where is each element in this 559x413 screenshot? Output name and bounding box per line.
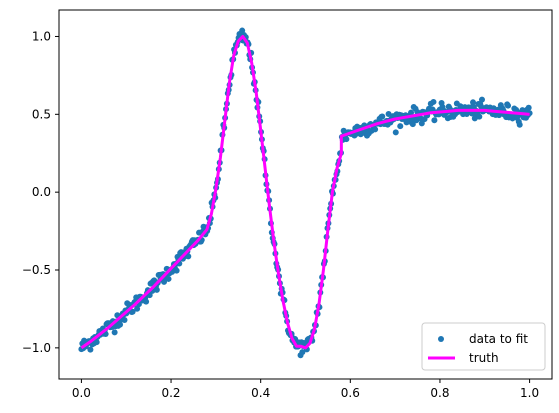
axes-layer: 0.0 0.2 0.4 0.6 0.8 1.0 −1.0 −0.5 0.0 0.5 1.0: [22, 9, 553, 400]
scatter-point: [372, 126, 379, 133]
scatter-point: [239, 27, 246, 34]
scatter-point: [299, 349, 306, 356]
scatter-point: [143, 298, 150, 305]
scatter-point: [173, 267, 180, 274]
scatter-point: [430, 98, 437, 105]
x-tick-label: 1.0: [520, 386, 539, 400]
y-tick-label: −0.5: [22, 263, 51, 277]
y-tick-label: −1.0: [22, 341, 51, 355]
x-tick-label: 0.0: [72, 386, 91, 400]
scatter-point: [478, 96, 485, 103]
legend: data to fit truth: [421, 322, 546, 371]
scatter-point: [408, 109, 415, 116]
scatter-point: [379, 113, 386, 120]
scatter-point: [392, 129, 399, 136]
scatter-point: [505, 102, 512, 109]
y-tick-label: 0.0: [32, 185, 51, 199]
scatter-point: [476, 113, 483, 120]
legend-marker-data: [438, 336, 444, 342]
scatter-point: [117, 321, 124, 328]
legend-label-data: data to fit: [469, 332, 528, 346]
x-tick-label: 0.2: [161, 386, 180, 400]
scatter-point: [516, 121, 523, 128]
scatter-point: [343, 136, 350, 143]
x-tick-label: 0.6: [341, 386, 360, 400]
scatter-point: [513, 106, 520, 113]
scatter-point: [111, 329, 118, 336]
scatter-point: [93, 339, 100, 346]
truth-line: [80, 34, 530, 350]
x-tick-label: 0.4: [251, 386, 270, 400]
scatter-point: [129, 308, 136, 315]
scatter-point: [409, 121, 416, 128]
scatter-point: [525, 104, 532, 111]
scatter-point: [134, 305, 141, 312]
scatter-point: [153, 286, 160, 293]
plot-frame: [59, 10, 552, 379]
scatter-point: [397, 123, 404, 130]
scatter-point: [470, 99, 477, 106]
series-layer: [78, 27, 533, 359]
scatter-point: [87, 346, 94, 353]
scatter-point: [385, 111, 392, 118]
scatter-point: [431, 117, 438, 124]
legend-label-truth: truth: [469, 351, 499, 365]
axes-frame: [58, 9, 553, 380]
scatter-point: [185, 253, 192, 260]
x-tick-label: 0.8: [430, 386, 449, 400]
scatter-point: [165, 275, 172, 282]
scatter-point: [121, 316, 128, 323]
y-tick-label: 0.5: [32, 107, 51, 121]
y-tick-label: 1.0: [32, 29, 51, 43]
